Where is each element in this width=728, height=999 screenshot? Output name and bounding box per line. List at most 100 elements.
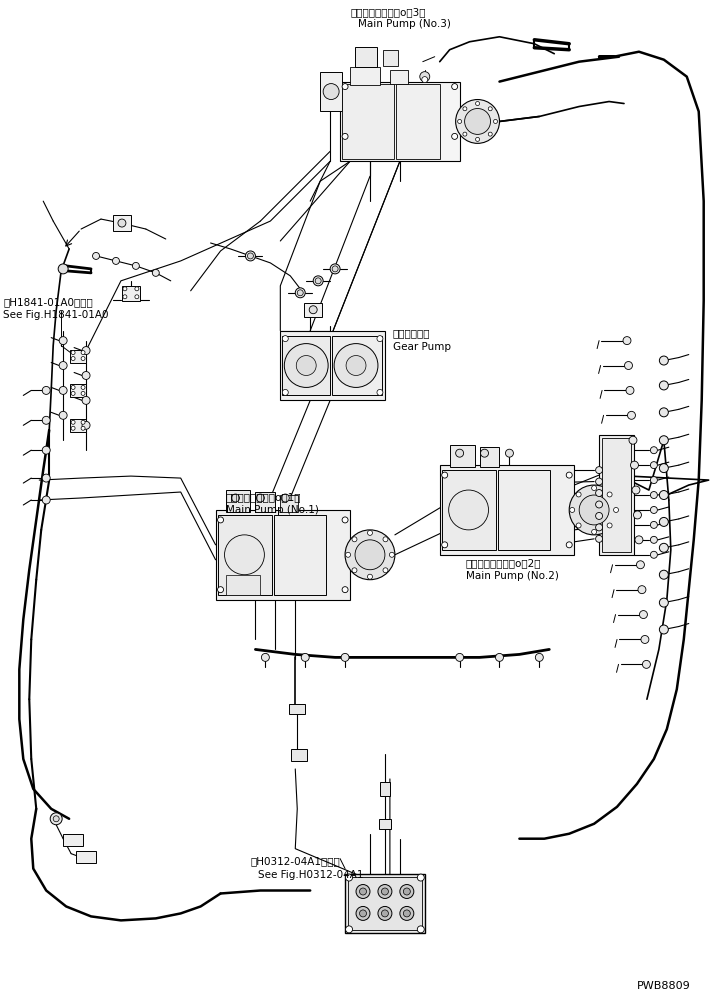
Circle shape — [570, 507, 574, 512]
Circle shape — [650, 447, 657, 454]
Circle shape — [71, 421, 75, 425]
Circle shape — [123, 295, 127, 299]
Circle shape — [630, 462, 638, 470]
Circle shape — [248, 253, 253, 259]
Circle shape — [442, 473, 448, 479]
Circle shape — [389, 552, 395, 557]
Circle shape — [463, 132, 467, 136]
Circle shape — [82, 422, 90, 430]
Circle shape — [309, 306, 317, 314]
Circle shape — [463, 107, 467, 111]
Text: Main Pump (No.1): Main Pump (No.1) — [226, 504, 318, 514]
Circle shape — [381, 888, 389, 895]
Circle shape — [464, 109, 491, 135]
Circle shape — [475, 138, 480, 142]
Circle shape — [81, 357, 85, 361]
Circle shape — [488, 107, 492, 111]
Circle shape — [341, 653, 349, 661]
Text: Gear Pump: Gear Pump — [393, 342, 451, 352]
Bar — [70, 350, 86, 363]
Circle shape — [566, 541, 572, 547]
Bar — [280, 331, 385, 401]
Circle shape — [377, 336, 383, 342]
Circle shape — [118, 219, 126, 227]
Bar — [390, 70, 408, 84]
Circle shape — [400, 884, 414, 898]
Circle shape — [381, 910, 389, 917]
Circle shape — [59, 337, 67, 345]
Bar — [282, 336, 330, 396]
Bar — [274, 514, 326, 594]
Circle shape — [132, 263, 139, 270]
Bar — [70, 420, 86, 433]
Circle shape — [576, 522, 581, 527]
Circle shape — [71, 357, 75, 361]
Bar — [332, 336, 382, 396]
Bar — [380, 782, 390, 796]
Circle shape — [660, 356, 668, 365]
Circle shape — [42, 387, 50, 395]
Circle shape — [596, 512, 603, 519]
Circle shape — [53, 816, 59, 822]
Circle shape — [660, 491, 668, 500]
Circle shape — [50, 813, 62, 825]
Circle shape — [456, 653, 464, 661]
Circle shape — [403, 910, 411, 917]
Circle shape — [59, 387, 67, 395]
Circle shape — [82, 347, 90, 355]
Text: メインポンプ（ノo．2）: メインポンプ（ノo．2） — [466, 557, 541, 567]
Circle shape — [596, 535, 603, 542]
Circle shape — [403, 888, 411, 895]
Circle shape — [301, 653, 309, 661]
Circle shape — [42, 497, 50, 503]
Circle shape — [628, 412, 636, 420]
Circle shape — [92, 253, 100, 260]
Circle shape — [346, 552, 351, 557]
Circle shape — [417, 926, 424, 933]
Circle shape — [642, 660, 650, 668]
Bar — [396, 84, 440, 159]
Circle shape — [660, 543, 668, 552]
Circle shape — [458, 120, 462, 124]
Bar — [289, 704, 305, 714]
Circle shape — [650, 551, 657, 558]
Circle shape — [152, 270, 159, 277]
Circle shape — [417, 874, 424, 881]
Bar — [113, 215, 131, 231]
Circle shape — [626, 387, 634, 395]
Circle shape — [650, 521, 657, 528]
Circle shape — [282, 390, 288, 396]
Circle shape — [660, 625, 668, 634]
Bar — [342, 84, 394, 159]
Circle shape — [566, 473, 572, 479]
Circle shape — [596, 467, 603, 474]
Bar — [70, 385, 86, 398]
Circle shape — [345, 529, 395, 579]
Circle shape — [42, 417, 50, 425]
Circle shape — [480, 450, 488, 458]
Bar — [291, 749, 307, 761]
Circle shape — [660, 381, 668, 390]
Circle shape — [368, 530, 373, 535]
Bar — [499, 471, 550, 549]
Circle shape — [496, 653, 504, 661]
Circle shape — [650, 506, 657, 513]
Circle shape — [475, 102, 480, 106]
Circle shape — [81, 351, 85, 355]
Circle shape — [596, 523, 603, 530]
Bar — [602, 439, 631, 551]
Circle shape — [356, 906, 370, 920]
Circle shape — [592, 529, 597, 534]
Circle shape — [355, 539, 385, 569]
Circle shape — [81, 427, 85, 431]
Circle shape — [352, 536, 357, 541]
Circle shape — [660, 598, 668, 607]
Bar — [379, 819, 391, 829]
Circle shape — [650, 492, 657, 499]
Circle shape — [135, 287, 139, 291]
Circle shape — [342, 586, 348, 592]
Bar — [215, 509, 350, 599]
Circle shape — [607, 522, 612, 527]
Circle shape — [596, 490, 603, 497]
Circle shape — [81, 386, 85, 390]
